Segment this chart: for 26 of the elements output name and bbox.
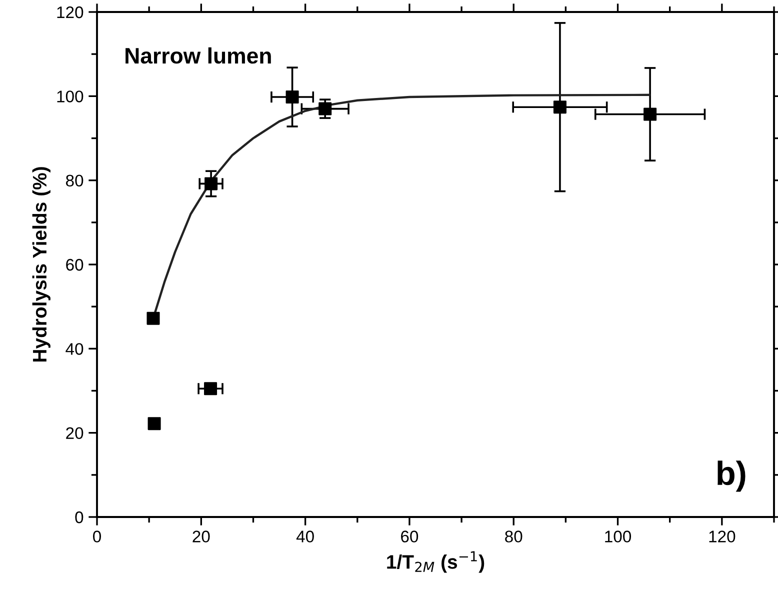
x-tick-label: 20 — [192, 530, 210, 542]
x-tick-label: 100 — [605, 530, 632, 542]
x-tick-label: 40 — [296, 530, 314, 542]
y-axis-title: Hydrolysis Yields (%) — [32, 167, 50, 362]
x-tick-label: 120 — [709, 530, 736, 542]
point — [146, 312, 160, 325]
x-tick-label: 60 — [401, 530, 418, 542]
point — [286, 90, 299, 104]
point — [148, 417, 161, 430]
x-tick-label: 0 — [93, 530, 101, 542]
y-tick-label: 20 — [66, 427, 84, 440]
x-tick-label: 80 — [505, 530, 522, 542]
annotation: Narrow lumen — [126, 47, 271, 64]
y-tick-label: 80 — [66, 174, 84, 187]
x-axis-title: 1/T$_{2M}$ (s$^{−1}$) — [387, 551, 484, 573]
point — [318, 102, 332, 116]
annotation: b) — [718, 460, 746, 492]
point — [644, 108, 657, 121]
y-tick-label: 60 — [66, 258, 84, 271]
point — [204, 177, 218, 190]
y-tick-label: 40 — [66, 343, 84, 355]
y-tick-label: 100 — [57, 90, 84, 102]
y-tick-label: 120 — [57, 6, 84, 18]
y-tick-label: 0 — [75, 511, 84, 524]
point — [553, 100, 566, 114]
point — [204, 382, 218, 396]
